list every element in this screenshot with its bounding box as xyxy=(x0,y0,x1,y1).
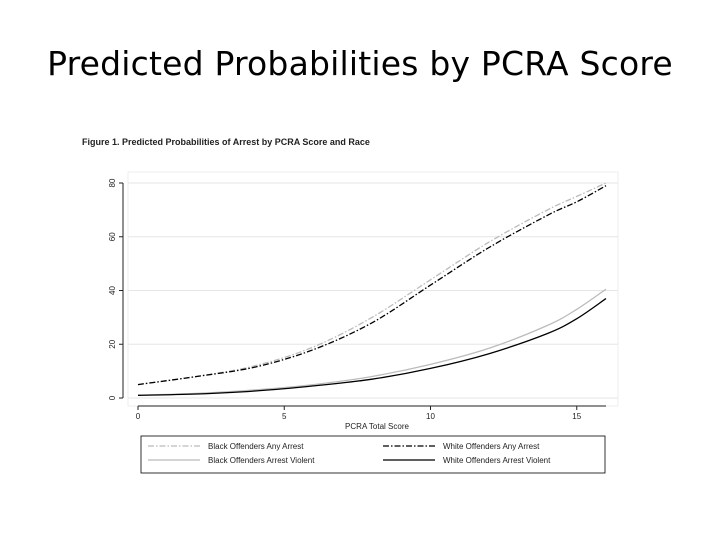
x-tick-label: 15 xyxy=(572,412,581,421)
x-tick-label: 0 xyxy=(136,412,141,421)
legend-label: White Offenders Arrest Violent xyxy=(443,456,551,465)
series-lines xyxy=(137,182,607,396)
legend-label: Black Offenders Arrest Violent xyxy=(208,456,315,465)
y-tick-label: 0 xyxy=(108,395,117,400)
series-line-3 xyxy=(137,288,607,396)
series-line-4 xyxy=(137,298,607,396)
y-tick-label: 60 xyxy=(108,232,117,241)
y-tick-label: 20 xyxy=(108,339,117,348)
legend-box xyxy=(140,435,606,474)
legend-label: Black Offenders Any Arrest xyxy=(208,442,304,451)
legend: Black Offenders Any Arrest White Offender… xyxy=(140,435,606,474)
x-tick-label: 10 xyxy=(426,412,435,421)
series-line-1 xyxy=(137,182,607,386)
y-tick-label: 80 xyxy=(108,178,117,187)
y-tick-label: 40 xyxy=(108,286,117,295)
x-axis-label: PCRA Total Score xyxy=(345,422,409,431)
figure-caption: Figure 1. Predicted Probabilities of Arr… xyxy=(82,137,370,147)
legend-label: White Offenders Any Arrest xyxy=(443,442,540,451)
slide-title: Predicted Probabilities by PCRA Score xyxy=(47,44,673,83)
x-tick-label: 5 xyxy=(282,412,287,421)
series-line-2 xyxy=(137,185,607,386)
grid-lines xyxy=(128,182,618,399)
axes: 0 20 40 60 80 0 5 10 15 xyxy=(108,178,606,421)
plot-frame xyxy=(127,171,619,407)
